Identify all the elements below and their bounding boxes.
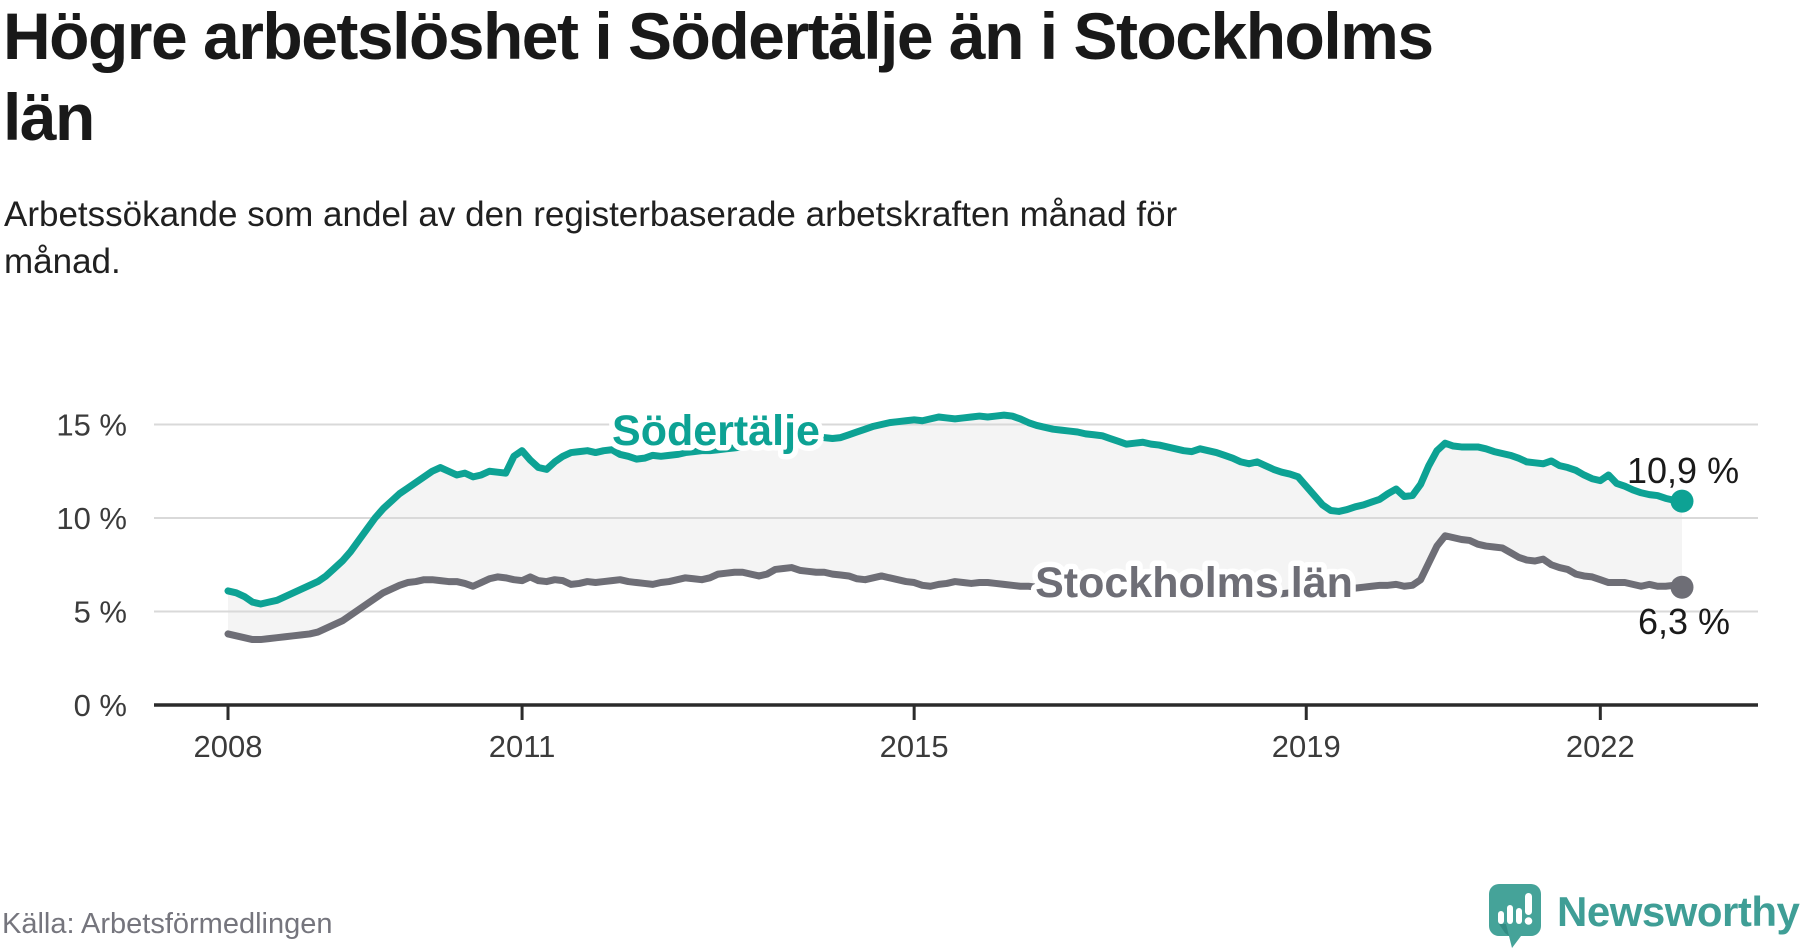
x-axis xyxy=(154,705,1758,720)
y-axis-tick-labels: 0 % 5 % 10 % 15 % xyxy=(56,408,127,724)
source-caption: Källa: Arbetsförmedlingen xyxy=(2,908,332,941)
x-axis-tick-labels: 2008 2011 2015 2019 2022 xyxy=(194,729,1635,764)
end-dot-stockholms-lan xyxy=(1671,576,1694,599)
x-tick-label-2011: 2011 xyxy=(489,729,556,764)
y-tick-label-15: 15 % xyxy=(56,408,127,443)
end-value-label-sodertalje: 10,9 % xyxy=(1627,450,1739,491)
series-label-sodertalje: Södertälje xyxy=(612,407,820,455)
newsworthy-wordmark: Newsworthy xyxy=(1557,888,1799,936)
y-tick-label-10: 10 % xyxy=(56,501,127,536)
newsworthy-logo: Newsworthy xyxy=(1489,884,1799,948)
x-tick-label-2015: 2015 xyxy=(880,729,949,764)
x-tick-label-2019: 2019 xyxy=(1272,729,1341,764)
newsworthy-speech-bubble-chart-icon xyxy=(1489,884,1543,948)
x-tick-label-2008: 2008 xyxy=(194,729,263,764)
y-tick-label-0: 0 % xyxy=(74,688,127,723)
end-value-label-stockholms-lan: 6,3 % xyxy=(1638,601,1730,642)
series-label-stockholms-lan: Stockholms län xyxy=(1035,559,1353,607)
x-tick-label-2022: 2022 xyxy=(1566,729,1635,764)
y-tick-label-5: 5 % xyxy=(74,595,127,630)
end-dot-sodertalje xyxy=(1671,490,1694,513)
unemployment-line-chart: 0 % 5 % 10 % 15 % 2008 2011 2015 2019 2022 Söde… xyxy=(0,0,1800,948)
